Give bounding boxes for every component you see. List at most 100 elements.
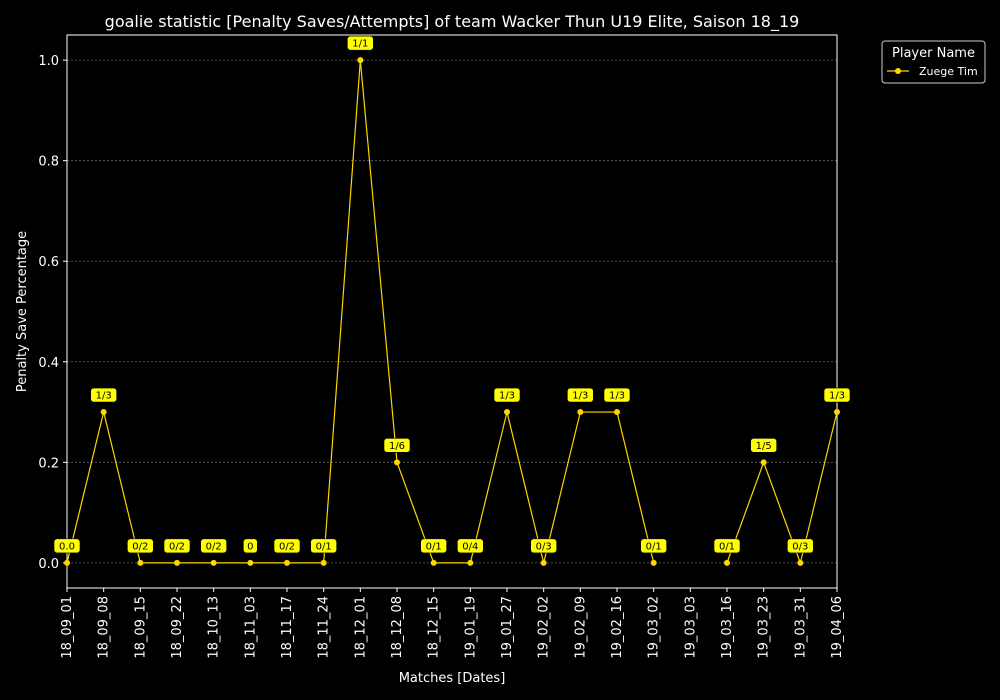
data-label-box <box>493 387 521 403</box>
series-line <box>726 411 838 565</box>
x-tick-label: 18_12_01 <box>353 596 368 659</box>
plot-frame <box>66 34 838 589</box>
data-label: 0/2 <box>279 541 295 552</box>
y-axis-ticks: 0.0 0.2 0.4 0.6 0.8 1.0 <box>38 54 67 572</box>
data-point <box>724 559 730 566</box>
legend: Player Name Zuege Tim <box>881 40 986 84</box>
data-point <box>100 409 107 416</box>
x-axis-label: Matches [Dates] <box>399 671 506 686</box>
data-label: 1/3 <box>609 391 625 402</box>
x-axis-ticks: 18_09_01 18_09_08 18_09_15 18_09_22 18_10_13… <box>60 588 845 659</box>
y-tick-label: 0.2 <box>38 456 59 471</box>
x-tick-label: 18_09_22 <box>170 596 185 659</box>
data-point <box>64 559 70 566</box>
x-tick-label: 18_11_24 <box>317 596 332 659</box>
data-point <box>540 559 547 566</box>
data-point <box>394 459 400 466</box>
data-point <box>760 459 767 466</box>
data-label: 0/1 <box>719 541 735 552</box>
x-tick-label: 19_03_16 <box>720 596 735 659</box>
data-label-box <box>457 538 484 554</box>
legend-marker <box>895 68 901 74</box>
x-tick-label: 18_11_17 <box>280 596 295 659</box>
x-tick-label: 19_01_27 <box>500 596 515 659</box>
data-label-box <box>273 538 301 554</box>
data-point <box>577 409 584 416</box>
x-tick-label: 18_09_08 <box>97 596 112 659</box>
data-label-box <box>90 387 117 403</box>
series-layer <box>64 57 840 566</box>
legend-entry: Zuege Tim <box>919 65 978 78</box>
y-tick-label: 0.4 <box>38 356 59 371</box>
data-label-box <box>383 438 411 453</box>
y-tick-label: 0.0 <box>38 557 59 572</box>
data-point <box>320 559 327 566</box>
data-label-box <box>243 538 258 554</box>
data-label: 1/1 <box>352 39 368 50</box>
x-tick-label: 18_12_08 <box>390 596 405 659</box>
x-tick-label: 19_02_02 <box>537 596 552 659</box>
series-line <box>66 60 655 564</box>
data-label: 0/1 <box>316 541 332 552</box>
data-label: 0/2 <box>206 541 222 552</box>
data-label-box <box>347 35 374 51</box>
data-label-box <box>640 538 667 554</box>
data-point <box>284 559 290 566</box>
data-label-box <box>200 538 227 554</box>
data-label: 1/3 <box>96 391 112 402</box>
data-point <box>247 559 254 566</box>
data-label: 0/3 <box>792 541 808 552</box>
data-point <box>430 559 437 566</box>
data-point <box>504 409 510 416</box>
data-label: 0/1 <box>426 541 442 552</box>
data-point <box>137 559 144 566</box>
chart-title: goalie statistic [Penalty Saves/Attempts… <box>105 12 800 32</box>
data-point <box>467 559 474 566</box>
data-label-box <box>310 538 337 554</box>
x-tick-label: 19_02_09 <box>573 596 588 659</box>
data-label-box <box>787 538 814 554</box>
data-label: 0/4 <box>462 541 478 552</box>
data-label: 1/3 <box>829 391 845 402</box>
y-tick-label: 0.6 <box>38 255 59 270</box>
x-tick-label: 18_09_15 <box>133 596 148 659</box>
data-label-box <box>750 438 777 453</box>
data-point <box>357 57 364 64</box>
y-tick-label: 0.8 <box>38 155 59 170</box>
data-point <box>174 559 180 566</box>
data-label: 0/2 <box>132 541 148 552</box>
x-tick-label: 19_03_03 <box>683 596 698 659</box>
data-label-box <box>823 387 851 403</box>
data-point <box>797 559 804 566</box>
data-label-box <box>53 538 81 554</box>
data-label: 0/3 <box>536 541 552 552</box>
x-tick-label: 19_02_16 <box>610 596 625 659</box>
data-label-box <box>163 538 191 554</box>
y-axis-label: Penalty Save Percentage <box>15 231 30 392</box>
data-label: 0/2 <box>169 541 185 552</box>
x-tick-label: 18_10_13 <box>207 596 222 659</box>
data-label-box <box>420 538 447 554</box>
data-label-box <box>713 538 741 554</box>
y-tick-label: 1.0 <box>38 54 59 69</box>
data-label: 0 <box>247 541 253 552</box>
data-point <box>834 409 840 416</box>
data-point <box>650 559 657 566</box>
data-label: 0.0 <box>59 541 75 552</box>
data-label-box <box>567 387 594 403</box>
data-label: 0/1 <box>646 541 662 552</box>
x-tick-label: 19_01_19 <box>463 596 478 659</box>
x-tick-label: 18_09_01 <box>60 596 75 659</box>
data-label-box <box>127 538 154 554</box>
x-tick-label: 19_03_23 <box>757 596 772 659</box>
data-point <box>210 559 217 566</box>
legend-box <box>881 40 986 84</box>
data-label-box <box>603 387 631 403</box>
data-label: 1/6 <box>389 441 405 452</box>
data-label: 1/3 <box>572 391 588 402</box>
x-tick-label: 19_04_06 <box>830 596 845 659</box>
data-label: 1/5 <box>756 441 772 452</box>
x-tick-label: 19_03_02 <box>647 596 662 659</box>
grid-layer <box>67 59 837 564</box>
